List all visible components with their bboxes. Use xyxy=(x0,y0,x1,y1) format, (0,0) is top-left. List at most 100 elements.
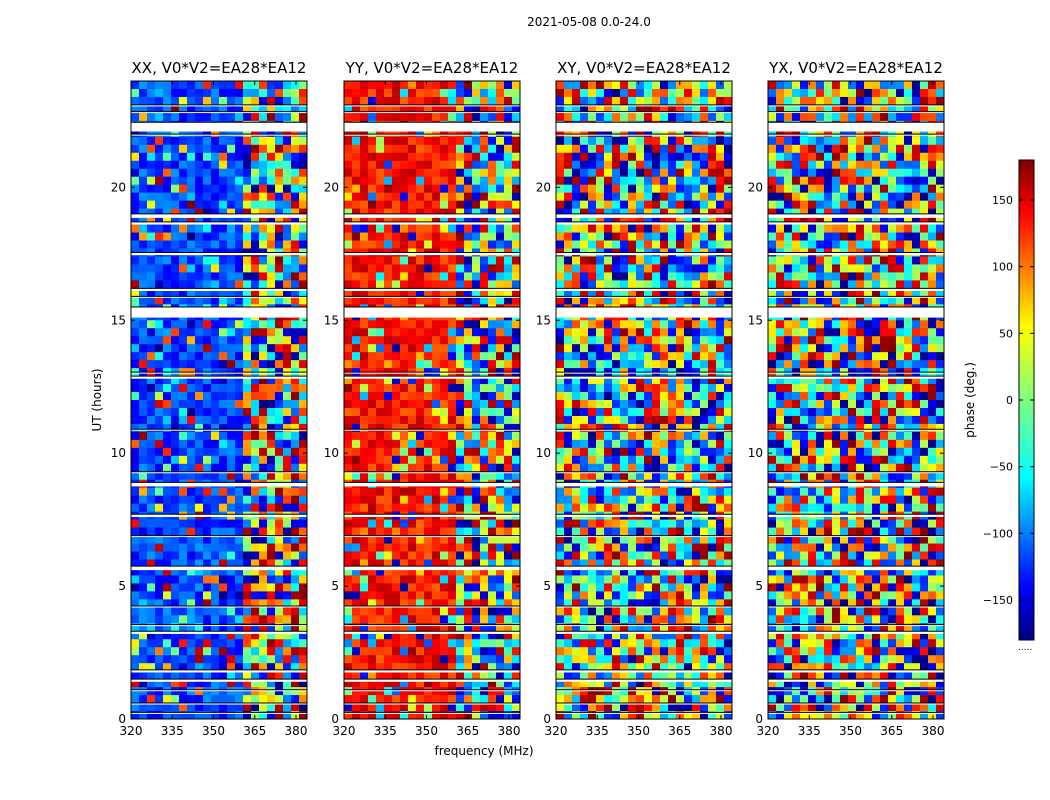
phase-cell xyxy=(360,495,369,505)
phase-cell xyxy=(344,711,353,719)
phase-cell xyxy=(684,328,693,337)
phase-cell xyxy=(195,176,204,186)
flagged-band xyxy=(344,104,520,107)
phase-cell xyxy=(243,264,252,273)
phase-cell xyxy=(416,455,425,465)
phase-cell xyxy=(368,439,377,449)
phase-cell xyxy=(496,415,505,425)
phase-cell xyxy=(195,711,204,719)
phase-cell xyxy=(147,360,156,369)
phase-cell xyxy=(620,336,629,345)
phase-cell xyxy=(700,200,709,210)
phase-cell xyxy=(219,208,228,218)
phase-cell xyxy=(352,439,361,449)
phase-cell xyxy=(620,455,629,465)
phase-cell xyxy=(472,320,481,329)
phase-cell xyxy=(652,272,661,281)
phase-cell xyxy=(251,128,260,138)
phase-cell xyxy=(251,607,260,616)
phase-cell xyxy=(496,168,505,178)
phase-cell xyxy=(243,559,252,569)
phase-cell xyxy=(580,88,589,98)
flagged-band xyxy=(131,134,307,136)
phase-cell xyxy=(456,208,465,218)
phase-cell xyxy=(636,400,645,409)
phase-cell xyxy=(408,152,417,162)
phase-cell xyxy=(259,495,268,505)
phase-cell xyxy=(628,519,637,529)
phase-cell xyxy=(636,527,645,537)
phase-cell xyxy=(147,615,156,624)
phase-cell xyxy=(187,88,196,98)
phase-cell xyxy=(243,543,252,553)
phase-cell xyxy=(580,407,589,417)
phase-cell xyxy=(612,216,621,226)
phase-cell xyxy=(620,415,629,425)
phase-cell xyxy=(251,288,260,297)
phase-cell xyxy=(488,663,497,672)
phase-cell xyxy=(344,487,353,497)
phase-cell xyxy=(668,144,677,154)
phase-cell xyxy=(131,336,140,345)
phase-cell xyxy=(668,527,677,537)
phase-cell xyxy=(564,272,573,281)
phase-cell xyxy=(155,216,164,226)
phase-cell xyxy=(400,615,409,624)
phase-cell xyxy=(512,495,520,505)
phase-cell xyxy=(480,168,489,178)
phase-cell xyxy=(243,599,252,608)
phase-cell xyxy=(163,679,172,688)
phase-cell xyxy=(456,551,465,561)
phase-cell xyxy=(668,296,677,305)
phase-cell xyxy=(564,152,573,162)
phase-cell xyxy=(211,471,220,481)
phase-cell xyxy=(716,336,725,345)
phase-cell xyxy=(211,296,220,305)
phase-cell xyxy=(496,463,505,473)
phase-cell xyxy=(219,543,228,553)
phase-cell xyxy=(283,232,292,242)
phase-cell xyxy=(243,575,252,585)
phase-cell xyxy=(179,88,188,98)
phase-cell xyxy=(700,336,709,345)
phase-cell xyxy=(171,615,180,624)
flagged-band xyxy=(131,471,307,474)
phase-cell xyxy=(219,623,228,632)
phase-cell xyxy=(392,112,401,122)
phase-cell xyxy=(203,384,212,393)
phase-cell xyxy=(187,647,196,656)
phase-cell xyxy=(203,447,212,457)
phase-cell xyxy=(668,495,677,505)
phase-cell xyxy=(275,495,284,505)
phase-cell xyxy=(283,687,292,696)
phase-cell xyxy=(376,503,385,513)
phase-cell xyxy=(400,216,409,226)
phase-cell xyxy=(724,160,732,170)
phase-cell xyxy=(580,431,589,441)
phase-cell xyxy=(408,703,417,712)
phase-cell xyxy=(211,184,220,194)
phase-cell xyxy=(368,160,377,170)
phase-cell xyxy=(496,631,505,640)
phase-cell xyxy=(408,687,417,696)
phase-cell xyxy=(211,455,220,465)
phase-cell xyxy=(424,296,433,305)
phase-cell xyxy=(299,583,307,592)
phase-cell xyxy=(392,392,401,401)
phase-cell xyxy=(291,687,300,696)
phase-cell xyxy=(716,144,725,154)
phase-cell xyxy=(652,376,661,385)
phase-cell xyxy=(604,160,613,170)
phase-cell xyxy=(496,647,505,656)
phase-cell xyxy=(408,543,417,553)
phase-cell xyxy=(504,591,513,600)
phase-cell xyxy=(179,407,188,417)
phase-cell xyxy=(512,615,520,624)
phase-cell xyxy=(448,415,457,425)
phase-cell xyxy=(596,152,605,162)
phase-cell xyxy=(416,336,425,345)
phase-cell xyxy=(724,192,732,202)
phase-cell xyxy=(456,527,465,537)
phase-cell xyxy=(283,447,292,457)
phase-cell xyxy=(187,447,196,457)
